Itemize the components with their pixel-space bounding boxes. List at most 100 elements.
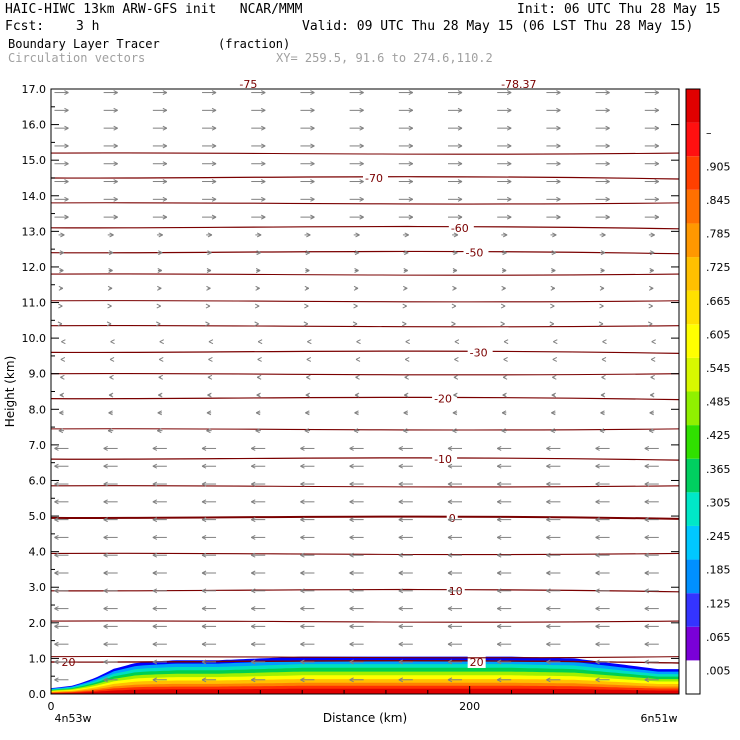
circulation-vector-head bbox=[359, 179, 364, 184]
contour-line bbox=[50, 485, 680, 488]
isotherm-label-bg bbox=[463, 246, 489, 259]
circulation-vector-head bbox=[152, 481, 158, 487]
y-tick-label: 12.0 bbox=[22, 261, 47, 274]
plot-area bbox=[51, 89, 679, 694]
circulation-vector-head bbox=[206, 410, 212, 416]
circulation-vector-head bbox=[600, 392, 606, 398]
circulation-vector-head bbox=[654, 214, 660, 220]
circulation-vector-head bbox=[398, 499, 404, 505]
circulation-vector-head bbox=[108, 410, 113, 416]
circulation-vector-head bbox=[398, 463, 404, 469]
colorbar-swatch bbox=[686, 458, 700, 493]
colorbar-swatch bbox=[686, 492, 700, 526]
circulation-vector-head bbox=[103, 552, 108, 558]
circulation-vector-head bbox=[54, 534, 59, 540]
circulation-vector-head bbox=[255, 268, 261, 273]
circulation-vector-head bbox=[496, 552, 502, 558]
circulation-vector-head bbox=[402, 303, 407, 309]
colorbar-label: .905 bbox=[706, 160, 731, 173]
y-tick-label: 6.0 bbox=[29, 474, 47, 487]
colorbar-label: .185 bbox=[706, 564, 731, 577]
circulation-vector-head bbox=[152, 588, 158, 594]
circulation-vector-head bbox=[201, 570, 207, 576]
y-tick-label: 8.0 bbox=[29, 403, 47, 416]
circulation-vector-head bbox=[57, 321, 63, 327]
circulation-vector-head bbox=[251, 517, 256, 523]
circulation-vector-head bbox=[457, 179, 463, 184]
circulation-vector-head bbox=[157, 428, 162, 434]
circulation-vector-head bbox=[644, 677, 650, 683]
circulation-vector-head bbox=[457, 125, 463, 131]
circulation-vector-head bbox=[300, 445, 305, 451]
circulation-vector-head bbox=[255, 410, 261, 416]
circulation-vector-head bbox=[251, 534, 256, 540]
circulation-vector-head bbox=[349, 677, 354, 683]
circulation-vector-head bbox=[457, 143, 463, 149]
circulation-vector-head bbox=[404, 357, 410, 362]
contour-line bbox=[50, 372, 680, 376]
colorbar-swatch bbox=[686, 223, 700, 258]
circulation-vector-head bbox=[496, 623, 502, 629]
circulation-vector-head bbox=[546, 534, 551, 540]
circulation-vector-head bbox=[211, 161, 217, 167]
circulation-vector-head bbox=[447, 677, 453, 683]
header-fcst-label: Fcst: bbox=[5, 19, 45, 34]
circulation-vector-head bbox=[257, 339, 263, 345]
isotherm-line bbox=[50, 457, 680, 461]
circulation-vector-head bbox=[158, 392, 163, 398]
circulation-vector-head bbox=[398, 517, 404, 523]
contour-line bbox=[50, 300, 680, 303]
circulation-vector-head bbox=[452, 285, 457, 291]
circulation-vector-head bbox=[552, 374, 557, 380]
circulation-vector-head bbox=[54, 641, 59, 647]
colorbar-label: .845 bbox=[706, 194, 731, 207]
circulation-vector-head bbox=[556, 214, 561, 220]
circulation-vector-head bbox=[605, 179, 610, 184]
circulation-vector-head bbox=[58, 303, 63, 309]
colorbar-swatch bbox=[686, 324, 700, 358]
circulation-vector-head bbox=[54, 659, 59, 665]
circulation-vector-head bbox=[256, 392, 261, 398]
circulation-vector-head bbox=[103, 659, 108, 665]
circulation-vector-head bbox=[251, 659, 256, 665]
circulation-vector-head bbox=[103, 517, 108, 523]
circulation-vector-head bbox=[310, 161, 315, 167]
circulation-vector-head bbox=[654, 125, 660, 131]
y-tick-label: 4.0 bbox=[29, 546, 47, 559]
y-tick-label: 17.0 bbox=[22, 83, 47, 96]
circulation-vector-head bbox=[496, 481, 502, 487]
circulation-vector-head bbox=[307, 339, 312, 345]
y-tick-label: 10.0 bbox=[22, 332, 47, 345]
circulation-vector-head bbox=[255, 428, 260, 434]
circulation-vector-head bbox=[251, 606, 256, 612]
isotherm-label: -20 bbox=[434, 393, 452, 406]
circulation-vector-head bbox=[546, 588, 551, 594]
circulation-vector-head bbox=[549, 321, 555, 327]
circulation-vector-head bbox=[201, 677, 207, 683]
circulation-vector-head bbox=[306, 374, 311, 380]
circulation-vector-head bbox=[60, 232, 65, 238]
circulation-vector-head bbox=[300, 517, 305, 523]
circulation-vector-head bbox=[398, 552, 404, 558]
circulation-vector-head bbox=[349, 534, 354, 540]
colorbar-swatch bbox=[686, 89, 700, 123]
circulation-vector-head bbox=[300, 499, 305, 505]
circulation-vector-head bbox=[159, 339, 164, 345]
circulation-vector-head bbox=[208, 357, 213, 362]
circulation-vector-head bbox=[605, 161, 610, 167]
isotherm-label: -75 bbox=[239, 78, 257, 91]
circulation-vector-head bbox=[496, 570, 502, 576]
circulation-vector-head bbox=[103, 641, 108, 647]
circulation-vector-head bbox=[506, 196, 512, 202]
circulation-vector-head bbox=[506, 125, 512, 131]
circulation-vector-head bbox=[64, 125, 69, 131]
circulation-vector-head bbox=[595, 641, 600, 647]
circulation-vector-head bbox=[64, 179, 69, 184]
circulation-vector-head bbox=[103, 606, 108, 612]
y-tick-label: 3.0 bbox=[29, 581, 47, 594]
circulation-vector-head bbox=[550, 303, 555, 309]
colorbar-swatch bbox=[686, 525, 700, 560]
circulation-vector-head bbox=[644, 588, 650, 594]
circulation-vector-head bbox=[556, 143, 561, 149]
circulation-vector-head bbox=[546, 499, 551, 505]
